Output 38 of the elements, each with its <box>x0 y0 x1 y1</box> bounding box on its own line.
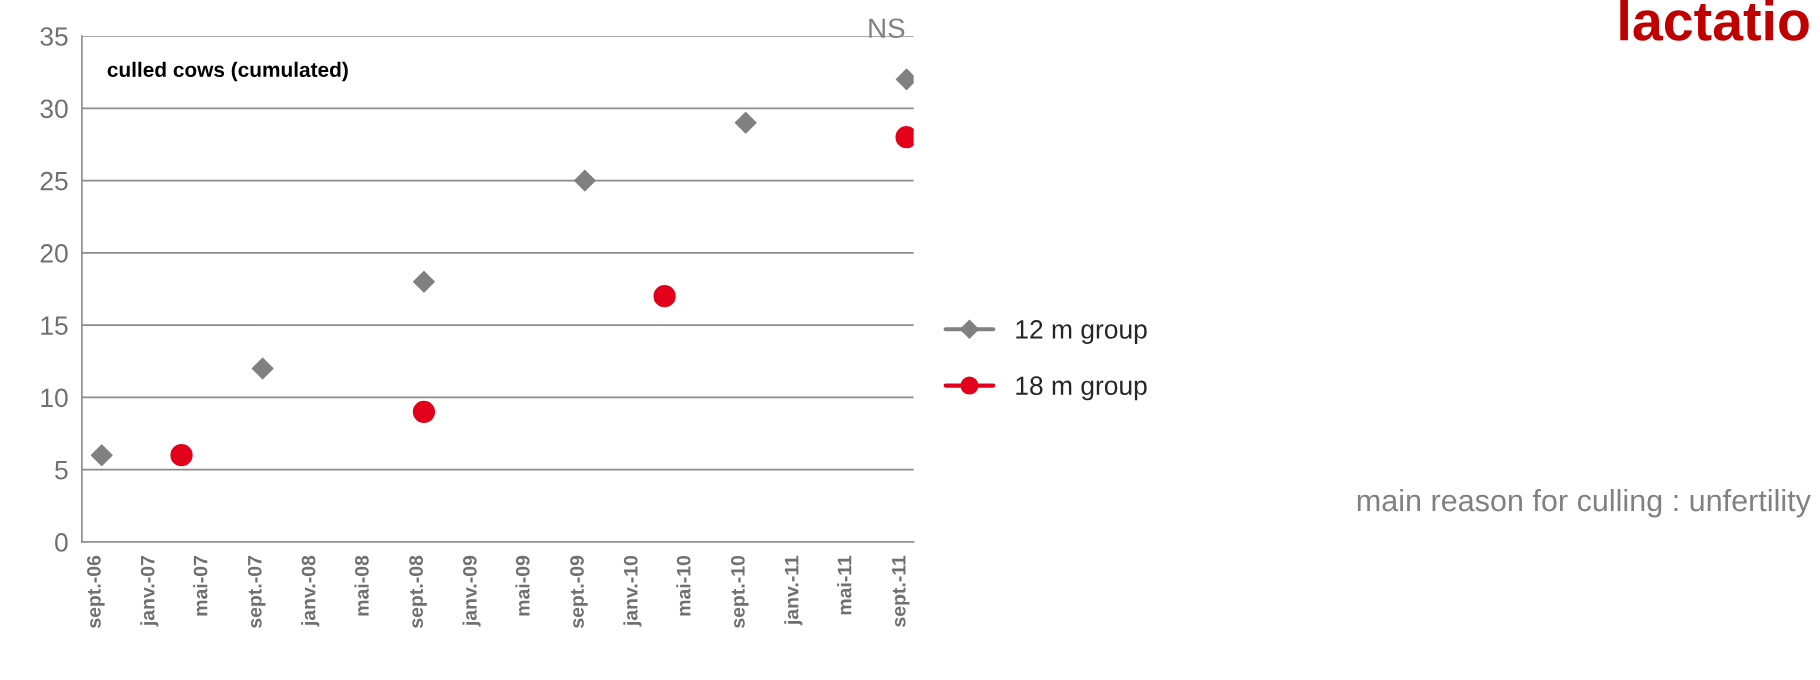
x-tick-label: janv.-08 <box>301 555 320 627</box>
x-tick-label: janv.-07 <box>140 556 159 627</box>
y-tick-label: 20 <box>40 244 68 263</box>
y-tick-label: 10 <box>41 388 68 408</box>
point <box>90 444 113 467</box>
x-tick-label: sept.-07 <box>247 556 266 628</box>
x-tick-label: mai-07 <box>193 556 208 616</box>
x-tick-label: sept.-09 <box>570 555 588 628</box>
y-tick-label: 25 <box>40 171 68 191</box>
annotation: culled cows (cumulated) <box>107 61 348 82</box>
y-tick-label: 5 <box>55 461 68 480</box>
x-tick-label: janv.-10 <box>623 555 642 627</box>
point <box>653 285 676 308</box>
y-tick-label: 30 <box>40 99 68 119</box>
text: lactatio <box>1620 0 1809 41</box>
y-tick-label: 15 <box>41 316 68 335</box>
point <box>251 357 274 380</box>
legend-label: 12 m group <box>1016 320 1147 344</box>
y-tick-label: 0 <box>55 533 68 552</box>
text: main reason for culling : unfertility <box>1357 488 1811 518</box>
point <box>170 444 193 467</box>
x-tick-label: mai-09 <box>515 555 530 616</box>
x-tick-label: mai-11 <box>837 555 852 615</box>
point <box>413 270 435 293</box>
annotation: NS <box>869 18 905 39</box>
x-tick-label: sept.-11 <box>892 555 910 627</box>
y-tick-label: 35 <box>40 27 68 46</box>
point <box>412 400 436 423</box>
x-tick-label: janv.-09 <box>462 555 481 627</box>
legend-label: 18 m group <box>1016 376 1147 401</box>
x-tick-label: sept.-10 <box>730 555 749 628</box>
x-tick-label: sept.-06 <box>87 555 105 628</box>
x-tick-label: janv.-11 <box>784 555 803 626</box>
x-tick-label: mai-08 <box>354 555 369 616</box>
x-tick-label: mai-10 <box>676 555 691 616</box>
point <box>734 111 757 134</box>
point <box>573 169 596 192</box>
x-tick-label: sept.-08 <box>409 555 427 628</box>
